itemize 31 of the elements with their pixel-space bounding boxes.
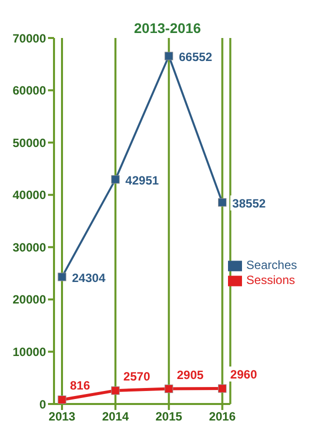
y-tick-label: 20000: [12, 292, 46, 307]
x-tick-label: 2016: [208, 410, 236, 424]
point: [58, 395, 66, 404]
data-label: 66552: [178, 50, 213, 64]
y-tick-label: 40000: [12, 188, 46, 202]
point: [58, 272, 66, 282]
data-label: 816: [70, 378, 90, 393]
x-tick-label: 2015: [156, 410, 183, 424]
data-label: 38552: [232, 196, 266, 210]
data-label: 24304: [72, 270, 106, 285]
data-label: 42951: [125, 173, 160, 188]
x-tick-label: 2013: [48, 410, 76, 424]
y-tick-label: 10000: [12, 344, 46, 359]
y-tick-label: 30000: [12, 240, 46, 254]
point: [164, 384, 174, 394]
data-label: 2905: [176, 368, 204, 382]
y-tick-label: 60000: [12, 84, 46, 98]
y-tick-label: 50000: [12, 136, 46, 150]
data-label: 2960: [230, 368, 258, 382]
point: [164, 52, 174, 60]
point: [111, 386, 120, 395]
legend-label: Sessions: [246, 272, 295, 287]
chart-title: 2013-2016: [134, 20, 201, 36]
point: [218, 384, 227, 393]
point: [218, 198, 227, 207]
x-tick-label: 2014: [102, 410, 130, 424]
y-tick-label: 0: [39, 397, 46, 412]
data-label: 2570: [123, 370, 150, 384]
y-tick-label: 70000: [12, 31, 46, 46]
legend-label: Searches: [246, 258, 297, 272]
point: [111, 175, 120, 184]
